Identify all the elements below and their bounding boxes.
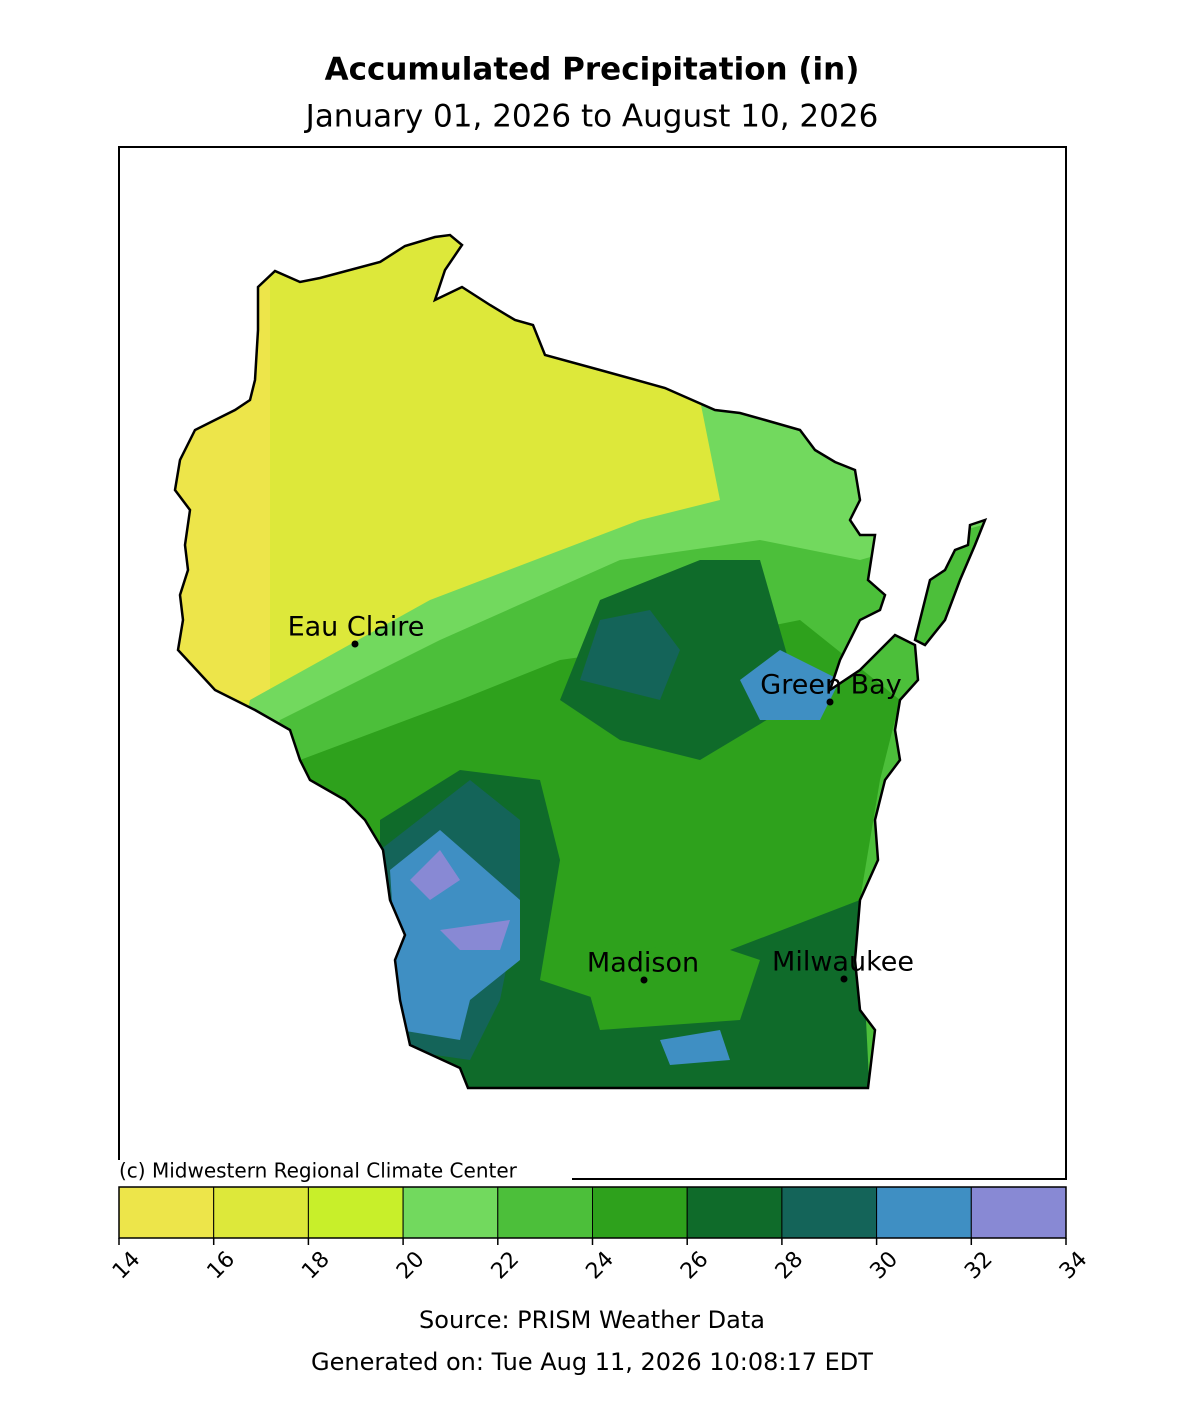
colorbar-bin [213,1186,309,1239]
credit-background [116,1160,572,1186]
map-frame [118,146,1067,1180]
colorbar-bin [970,1186,1067,1239]
generated: Generated on: Tue Aug 11, 2026 10:08:17 … [311,1348,873,1376]
colorbar-bin [118,1186,215,1239]
colorbar-bin [497,1186,593,1239]
colorbar-bin [876,1186,972,1239]
state-outline [173,233,988,1090]
colorbar-tick-label: 26 [676,1247,713,1284]
city-label: Madison [587,948,699,979]
city-label: Eau Claire [288,612,425,643]
colorbar-tick-label: 16 [203,1247,240,1284]
city-dot [640,976,648,984]
city-dot [840,975,848,983]
colorbar: 14 16 18 20 22 24 26 28 30 32 34 [108,1186,1092,1284]
title: Accumulated Precipitation (in) [325,52,860,88]
colorbar-tick-label: 28 [771,1247,808,1284]
city-dot [351,640,359,648]
city-dot [826,698,834,706]
city-label: Milwaukee [772,947,914,978]
colorbar-tick-label: 24 [581,1247,618,1284]
colorbar-tick-label: 32 [960,1247,997,1284]
colorbar-bin [686,1186,783,1239]
colorbar-bin [592,1186,688,1239]
colorbar-tick-label: 22 [487,1247,524,1284]
colorbar-tick-label: 18 [297,1247,334,1284]
cities: Eau Claire Green Bay Madison Milwaukee [288,612,914,984]
colorbar-bin [402,1186,499,1239]
subtitle: January 01, 2026 to August 10, 2026 [304,99,879,135]
colorbar-bin [781,1186,878,1239]
source: Source: PRISM Weather Data [419,1306,765,1334]
credit: (c) Midwestern Regional Climate Center [119,1159,518,1183]
colorbar-tick-label: 14 [108,1247,145,1284]
colorbar-tick-label: 20 [392,1247,429,1284]
city-label: Green Bay [760,670,901,701]
colorbar-tick-label: 34 [1055,1247,1092,1284]
colorbar-bin [307,1186,404,1239]
colorbar-tick-label: 30 [866,1247,903,1284]
